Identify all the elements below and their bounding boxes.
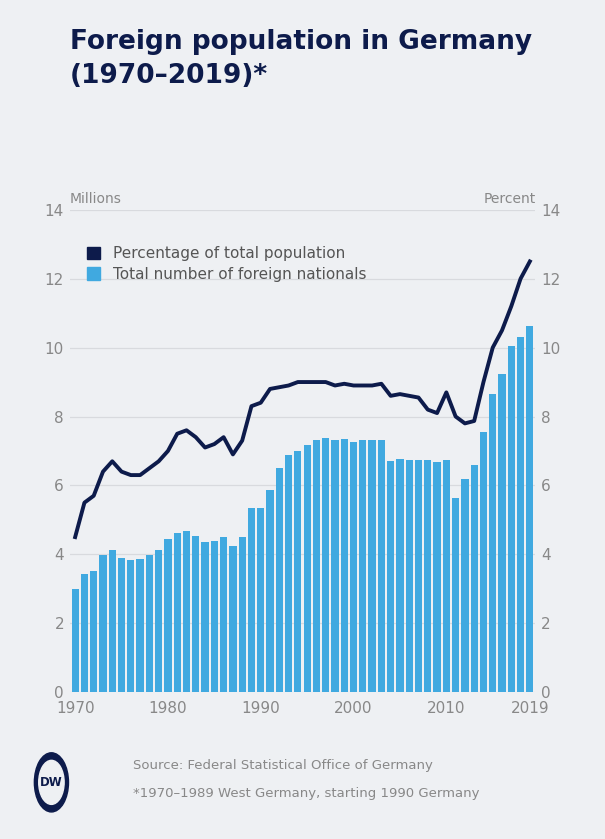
Bar	[517, 337, 524, 692]
Bar	[415, 460, 422, 692]
Bar	[118, 558, 125, 692]
Bar	[480, 432, 487, 692]
Bar	[424, 461, 431, 692]
Bar	[155, 550, 162, 692]
Bar	[229, 546, 237, 692]
Bar	[276, 468, 283, 692]
Legend: Percentage of total population, Total number of foreign nationals: Percentage of total population, Total nu…	[87, 247, 366, 282]
Bar	[257, 508, 264, 692]
Bar	[452, 498, 459, 692]
Bar	[378, 440, 385, 692]
Bar	[508, 347, 515, 692]
Bar	[183, 531, 190, 692]
Bar	[471, 466, 478, 692]
Circle shape	[39, 760, 64, 805]
Bar	[192, 536, 200, 692]
Bar	[109, 550, 116, 692]
Bar	[433, 461, 440, 692]
Bar	[489, 394, 496, 692]
Text: Millions: Millions	[70, 191, 122, 206]
Text: *1970–1989 West Germany, starting 1990 Germany: *1970–1989 West Germany, starting 1990 G…	[133, 787, 480, 800]
Bar	[526, 326, 534, 692]
Bar	[285, 455, 292, 692]
Bar	[99, 555, 106, 692]
Bar	[90, 571, 97, 692]
Bar	[266, 490, 273, 692]
Bar	[294, 451, 301, 692]
Bar	[248, 508, 255, 692]
Bar	[201, 542, 209, 692]
Bar	[332, 440, 339, 692]
Bar	[238, 538, 246, 692]
Bar	[350, 441, 357, 692]
Text: Foreign population in Germany: Foreign population in Germany	[70, 29, 532, 55]
Circle shape	[34, 753, 68, 812]
Bar	[137, 559, 144, 692]
Bar	[387, 461, 394, 692]
Text: (1970–2019)*: (1970–2019)*	[70, 63, 267, 89]
Bar	[174, 533, 181, 692]
Bar	[405, 460, 413, 692]
Bar	[461, 478, 468, 692]
Text: DW: DW	[40, 776, 63, 789]
Bar	[211, 541, 218, 692]
Bar	[322, 438, 329, 692]
Bar	[396, 459, 404, 692]
Bar	[220, 537, 227, 692]
Bar	[313, 440, 320, 692]
Bar	[304, 446, 311, 692]
Bar	[146, 555, 153, 692]
Bar	[341, 440, 348, 692]
Bar	[368, 440, 376, 692]
Text: Percent: Percent	[483, 191, 535, 206]
Bar	[81, 574, 88, 692]
Bar	[165, 539, 172, 692]
Bar	[443, 460, 450, 692]
Bar	[71, 590, 79, 692]
Bar	[499, 374, 506, 692]
Text: Source: Federal Statistical Office of Germany: Source: Federal Statistical Office of Ge…	[133, 759, 433, 772]
Bar	[359, 440, 367, 692]
Bar	[127, 560, 134, 692]
